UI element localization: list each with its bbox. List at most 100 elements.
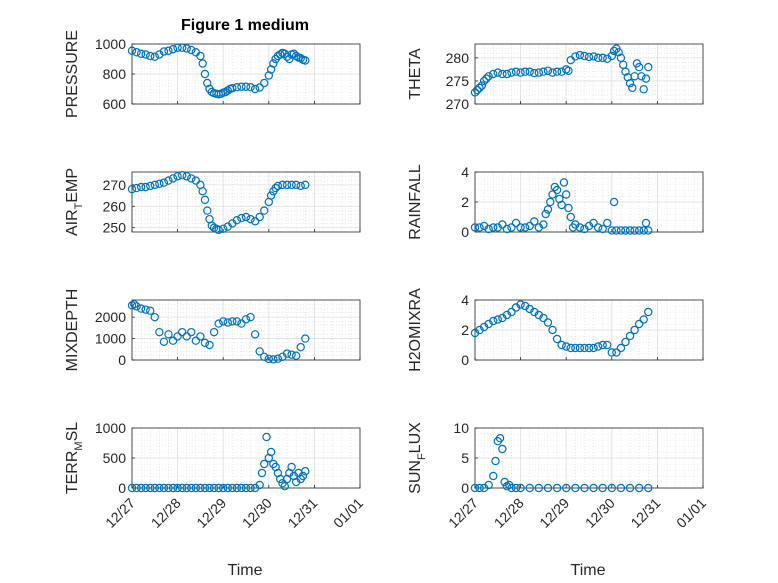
data-point <box>155 327 164 337</box>
data-point <box>232 82 242 92</box>
data-point <box>548 325 557 335</box>
data-point <box>482 74 491 83</box>
data-point <box>291 51 301 61</box>
figure-title: Figure 1 medium <box>181 17 309 34</box>
data-point <box>470 88 480 97</box>
data-point <box>489 471 498 481</box>
data-point <box>609 46 619 56</box>
data-point <box>296 181 305 191</box>
data-point <box>301 180 310 190</box>
data-point <box>607 226 617 235</box>
data-point <box>232 483 242 493</box>
y-axis-label-main: H2OMIXRA <box>407 288 424 372</box>
data-point <box>246 82 255 92</box>
data-point <box>593 342 603 351</box>
y-axis-label-tail: EMP <box>64 168 81 203</box>
subplot-h2omixra: 0 2 4 H2OMIXRA <box>407 288 704 372</box>
data-point <box>291 351 301 360</box>
data-point <box>575 223 585 232</box>
data-point <box>205 483 214 493</box>
data-point <box>198 187 207 196</box>
y-tick-label: 0 <box>118 352 126 368</box>
y-tick-label: 1000 <box>95 36 126 52</box>
data-point <box>625 79 635 88</box>
data-point <box>534 483 544 493</box>
y-tick-label: 4 <box>461 292 469 308</box>
data-point <box>182 172 191 181</box>
data-point <box>607 51 617 61</box>
data-point <box>136 49 146 58</box>
data-point <box>603 218 612 228</box>
data-point <box>214 225 223 235</box>
data-point <box>285 54 294 64</box>
data-point <box>539 67 548 76</box>
data-point <box>525 67 534 76</box>
data-point <box>214 483 223 493</box>
data-point <box>603 54 612 63</box>
data-point <box>607 348 617 357</box>
data-point <box>637 72 646 81</box>
data-point <box>575 50 585 60</box>
data-point <box>498 69 507 79</box>
data-point <box>228 317 237 326</box>
data-point <box>282 52 292 61</box>
data-point <box>257 468 267 478</box>
y-axis-label-subscript: M <box>73 441 85 450</box>
y-tick-label: 0 <box>118 480 126 496</box>
data-point <box>607 483 617 493</box>
data-point <box>475 223 484 232</box>
y-axis-label-main: AIR <box>64 209 81 236</box>
data-point <box>630 226 639 235</box>
data-point <box>520 223 530 232</box>
data-point <box>159 47 169 56</box>
data-point <box>187 327 196 337</box>
data-point <box>559 178 569 187</box>
y-axis-label: PRESSURE <box>64 30 81 118</box>
y-tick-label: 600 <box>103 96 127 112</box>
data-point <box>155 179 164 188</box>
y-tick-label: 0 <box>461 352 469 368</box>
data-point <box>616 226 626 235</box>
data-point <box>598 340 607 350</box>
data-point <box>136 483 146 493</box>
subplot-mixdepth: 0 1000 2000 MIXDEPTH <box>64 289 361 371</box>
data-point <box>589 52 598 61</box>
data-point <box>168 45 178 54</box>
data-point <box>625 226 635 235</box>
data-point <box>625 331 635 341</box>
data-point <box>584 343 594 353</box>
y-tick-label: 0 <box>461 480 469 496</box>
data-point <box>564 203 573 213</box>
data-point <box>502 69 512 79</box>
data-point <box>580 343 589 353</box>
y-tick-label: 0 <box>461 224 469 240</box>
y-tick-label: 1000 <box>95 420 126 436</box>
data-point <box>164 46 173 55</box>
data-point <box>571 483 580 493</box>
data-point <box>571 52 580 61</box>
data-point <box>539 220 548 229</box>
data-point <box>173 43 182 52</box>
axes-box <box>474 43 704 105</box>
data-point <box>543 318 553 327</box>
y-tick-label: 2 <box>461 194 469 210</box>
data-point <box>552 67 562 76</box>
data-point <box>644 483 653 493</box>
data-point <box>546 197 555 207</box>
data-point <box>182 483 191 493</box>
data-point <box>237 82 246 91</box>
data-point <box>187 174 196 183</box>
y-tick-label: 260 <box>103 198 127 214</box>
data-point <box>489 69 498 79</box>
data-point <box>520 67 530 76</box>
data-point <box>196 483 205 493</box>
data-point <box>525 483 534 493</box>
data-point <box>598 224 607 234</box>
data-point <box>241 315 251 324</box>
data-point <box>141 50 150 59</box>
data-point <box>491 456 500 466</box>
data-point <box>562 65 571 74</box>
data-point <box>200 483 210 493</box>
y-axis-label-tail: LUX <box>407 422 424 453</box>
